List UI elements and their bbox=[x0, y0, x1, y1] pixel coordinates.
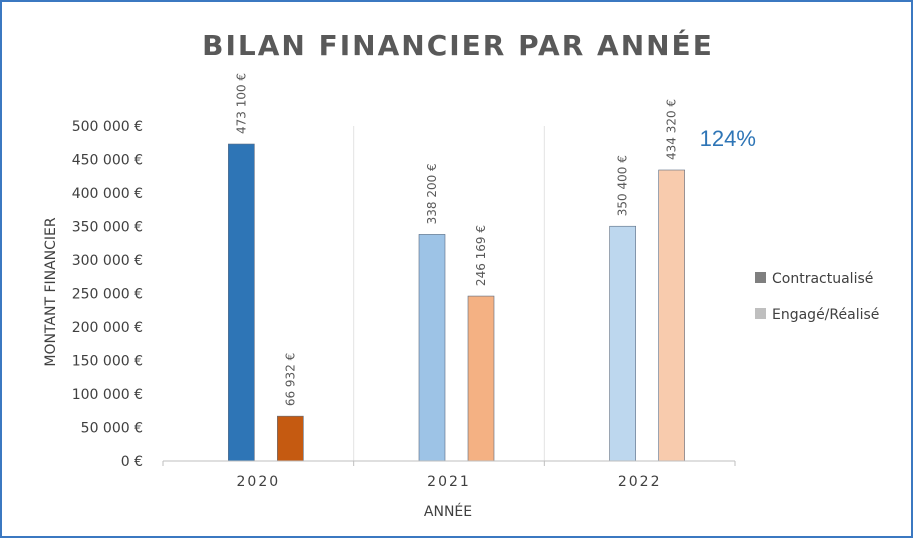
y-tick-label: 400 000 € bbox=[72, 186, 143, 202]
x-tick-label: 2020 bbox=[237, 474, 281, 490]
data-label: 473 100 € bbox=[234, 73, 248, 134]
plot-area: 0 € 50 000 € 100 000 € 150 000 € 200 000 € 25… bbox=[72, 73, 756, 490]
bar-2020-series-2 bbox=[277, 415, 304, 462]
x-axis-label: ANNÉE bbox=[424, 503, 472, 520]
y-tick-label: 200 000 € bbox=[72, 320, 143, 336]
x-tick-label: 2021 bbox=[427, 474, 471, 490]
annotation-label: 124% bbox=[700, 126, 756, 151]
y-tick-label: 450 000 € bbox=[72, 153, 143, 169]
data-label: 66 932 € bbox=[283, 353, 297, 406]
x-tick-label: 2022 bbox=[618, 474, 662, 490]
y-tick-label: 0 € bbox=[121, 454, 143, 470]
data-label: 338 200 € bbox=[425, 163, 439, 224]
legend-swatch-series-2 bbox=[755, 308, 766, 319]
y-tick-label: 350 000 € bbox=[72, 220, 143, 236]
bar-2022-series-2 bbox=[658, 169, 685, 462]
legend: Contractualisé Engagé/Réalisé bbox=[755, 271, 879, 323]
legend-swatch-series-1 bbox=[755, 272, 766, 283]
bar-2020-series-1 bbox=[228, 143, 255, 462]
y-axis-label: MONTANT FINANCIER bbox=[43, 217, 59, 367]
bar-2022-series-1 bbox=[609, 225, 636, 462]
y-tick-label: 300 000 € bbox=[72, 253, 143, 269]
chart-title: BILAN FINANCIER PAR ANNÉE bbox=[202, 28, 714, 62]
y-tick-label: 500 000 € bbox=[72, 119, 143, 135]
y-tick-label: 50 000 € bbox=[81, 421, 143, 437]
legend-label: Contractualisé bbox=[772, 271, 873, 287]
data-label: 434 320 € bbox=[665, 99, 679, 160]
data-label: 350 400 € bbox=[616, 155, 630, 216]
bar-2021-series-1 bbox=[418, 234, 446, 462]
y-tick-label: 250 000 € bbox=[72, 287, 143, 303]
bar-2021-series-2 bbox=[467, 295, 495, 462]
legend-label: Engagé/Réalisé bbox=[772, 307, 879, 323]
y-tick-label: 100 000 € bbox=[72, 387, 143, 403]
data-label: 246 169 € bbox=[474, 225, 488, 286]
y-tick-label: 150 000 € bbox=[72, 354, 143, 370]
